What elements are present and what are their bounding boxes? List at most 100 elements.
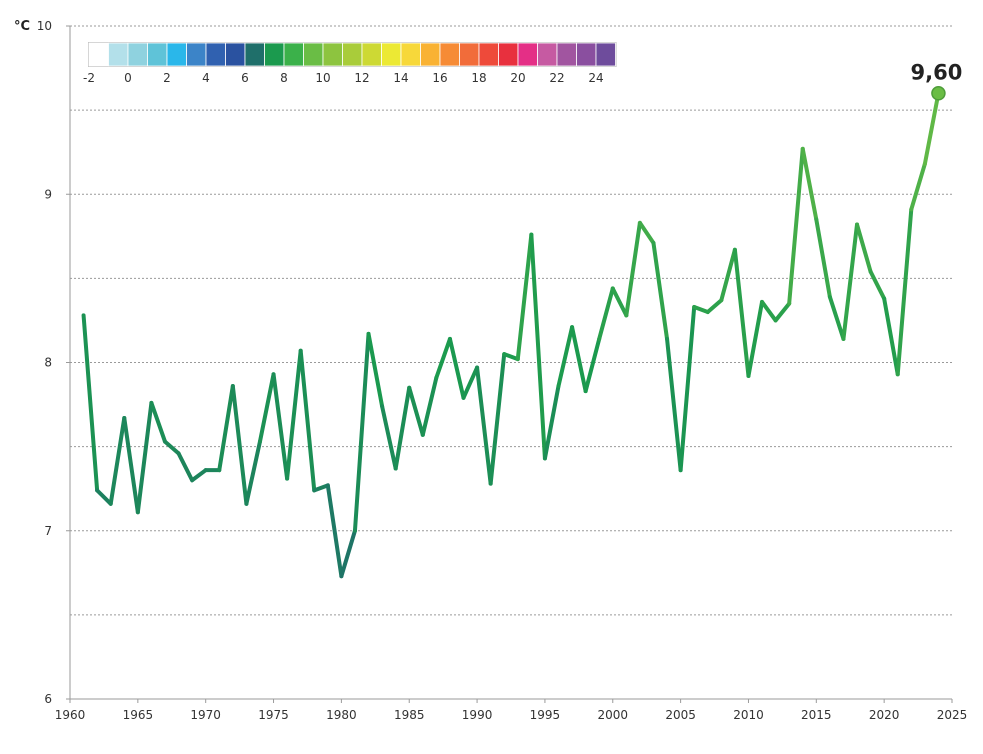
color-scale-swatch <box>303 42 324 67</box>
series-segment <box>461 365 480 400</box>
color-scale-swatch <box>264 42 285 67</box>
x-tick-label: 1965 <box>123 708 154 722</box>
color-scale-label: 20 <box>510 71 525 85</box>
color-scale-swatch <box>381 42 402 67</box>
color-scale-label: 16 <box>432 71 447 85</box>
series-segment <box>95 488 113 506</box>
color-scale-swatch <box>322 42 343 67</box>
series-segment <box>787 146 805 306</box>
color-scale-swatch <box>88 42 109 67</box>
series-segment <box>407 385 425 437</box>
color-scale-swatch <box>576 42 597 67</box>
series-segment <box>81 313 100 493</box>
color-scale-swatch <box>147 42 168 67</box>
series-segment <box>895 207 914 377</box>
y-tick-label: 7 <box>44 524 52 538</box>
color-scale-swatch <box>420 42 441 67</box>
labels: 9,60 <box>911 60 963 84</box>
series-segment <box>760 299 778 323</box>
color-scale-swatch <box>400 42 421 67</box>
series-segment <box>447 336 466 400</box>
x-tick-label: 1960 <box>55 708 86 722</box>
series-segment <box>393 385 412 471</box>
series-segment <box>502 352 520 362</box>
color-scale-swatch <box>498 42 519 67</box>
y-tick-label: 9 <box>44 187 52 201</box>
series-segment <box>230 384 249 506</box>
series-segment <box>312 483 330 493</box>
x-tick-label: 1985 <box>394 708 425 722</box>
x-tick-label: 1975 <box>258 708 289 722</box>
series-segment <box>570 325 588 394</box>
color-scale-label: 4 <box>202 71 210 85</box>
color-scale-label: 14 <box>393 71 408 85</box>
color-scale-swatch <box>595 42 616 67</box>
series-segment <box>515 232 534 362</box>
color-scale-swatch <box>244 42 265 67</box>
series-segment <box>149 400 167 444</box>
color-scale-label: 22 <box>549 71 564 85</box>
color-scale-legend: -2 0 2 4 6 8 10 12 14 16 18 20 22 24 <box>83 42 617 85</box>
series-segment <box>488 352 507 486</box>
series-segment <box>705 298 724 315</box>
series-segment <box>556 325 575 389</box>
x-tick-label: 2005 <box>665 708 696 722</box>
series-segment <box>542 384 561 461</box>
series-segment <box>366 331 385 409</box>
color-scale-swatch <box>361 42 382 67</box>
color-scale-swatch <box>166 42 187 67</box>
series-segment <box>244 439 262 506</box>
series-segment <box>814 217 832 299</box>
color-scale-swatch <box>556 42 577 67</box>
color-scale-label: 24 <box>588 71 603 85</box>
x-tick-label: 1995 <box>530 708 561 722</box>
series-segment <box>420 375 439 437</box>
gridlines <box>70 25 952 616</box>
series-segment <box>271 372 290 481</box>
color-scale-swatch <box>478 42 499 67</box>
series-segment <box>868 269 887 301</box>
color-scale-label: 2 <box>163 71 171 85</box>
series-segment <box>339 528 357 579</box>
series-segment <box>529 232 547 461</box>
y-tick-label: 6 <box>44 692 52 706</box>
series-segment <box>800 146 819 222</box>
series-segment <box>922 91 941 166</box>
series-segment <box>135 400 154 515</box>
color-scale-swatch <box>439 42 460 67</box>
x-tick-label: 1970 <box>190 708 221 722</box>
series-segment <box>855 222 873 274</box>
color-scale-frame <box>88 42 617 67</box>
series-segment <box>434 336 452 380</box>
series-segment <box>637 220 656 246</box>
series-segment <box>719 247 737 303</box>
series-segment <box>610 286 629 318</box>
series-segment <box>692 304 710 315</box>
series-segment <box>217 384 235 473</box>
x-tick-label: 2025 <box>937 708 968 722</box>
y-tick-label: 8 <box>44 356 52 370</box>
color-scale-label: 18 <box>471 71 486 85</box>
series-segment <box>325 483 344 579</box>
series-segment <box>475 365 493 486</box>
series-segment <box>746 299 765 378</box>
series-segment <box>583 336 602 394</box>
series-segment <box>732 247 751 378</box>
series-segment <box>678 304 697 473</box>
color-scale-label: 10 <box>315 71 330 85</box>
series-segment <box>624 220 642 318</box>
color-scale-swatch <box>342 42 363 67</box>
series-segment <box>597 286 615 341</box>
color-scale-label: 0 <box>124 71 132 85</box>
series-segment <box>651 241 670 341</box>
series-segment <box>909 161 927 212</box>
y-tick-label: 10 <box>37 19 52 33</box>
axes: 6 7 8 9 10 °C 1960 1965 1970 1975 1980 1985 1990 1995… <box>14 19 967 722</box>
series-segment <box>285 348 303 481</box>
color-scale-swatch <box>517 42 538 67</box>
color-scale-label: 12 <box>354 71 369 85</box>
color-scale-swatch <box>537 42 558 67</box>
series-segment <box>882 296 900 377</box>
color-scale-swatch <box>127 42 148 67</box>
color-scale-label: -2 <box>83 71 95 85</box>
